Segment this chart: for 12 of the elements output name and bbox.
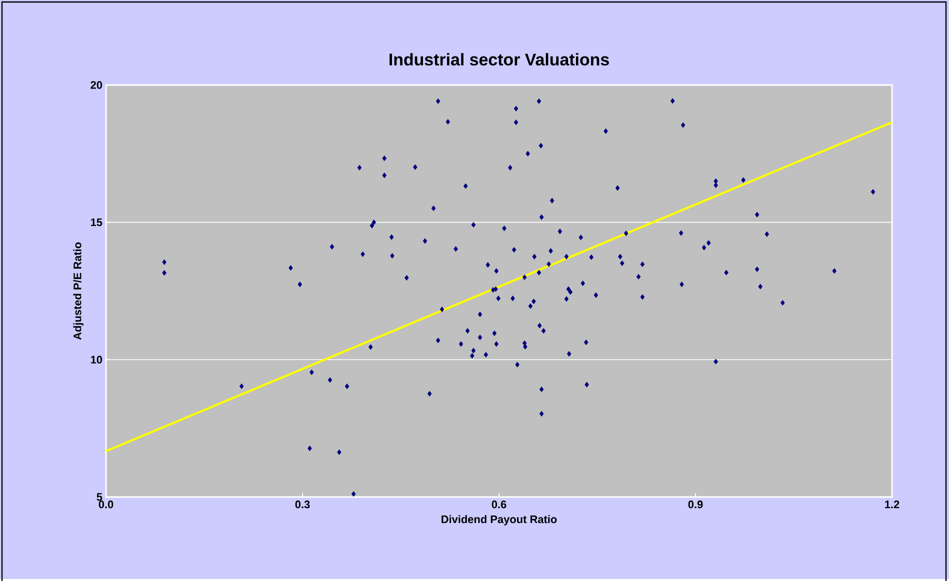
y-tick-label: 20	[90, 81, 102, 89]
x-tick-label: 0.9	[688, 500, 703, 508]
y-tick-label: 15	[90, 218, 102, 226]
x-axis-title: Dividend Payout Ratio	[442, 515, 557, 526]
x-tick-label: 1.2	[885, 500, 900, 508]
y-tick-label: 10	[90, 356, 102, 364]
x-tick-label: 0.6	[492, 500, 506, 508]
y-axis-title: Adjusted P/E Ratio	[73, 242, 84, 340]
x-tick-label: 0.3	[295, 500, 310, 508]
y-tick-label: 5	[96, 493, 102, 501]
chart-title: Industrial sector Valuations	[390, 53, 609, 66]
x-tick-label: 0.0	[98, 500, 114, 508]
